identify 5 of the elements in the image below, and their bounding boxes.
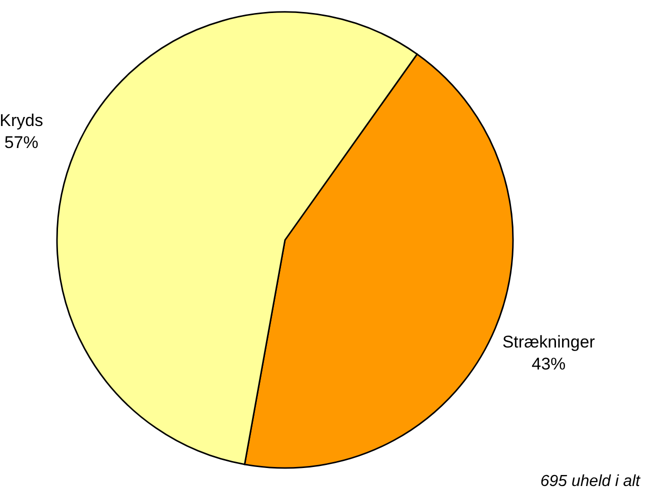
slice-label: Kryds <box>0 110 44 130</box>
text: 695 uheld i alt <box>540 473 641 490</box>
data-label: 57% <box>4 132 38 152</box>
data-label: 43% <box>532 354 566 374</box>
slice-label: Strækninger <box>502 332 596 352</box>
